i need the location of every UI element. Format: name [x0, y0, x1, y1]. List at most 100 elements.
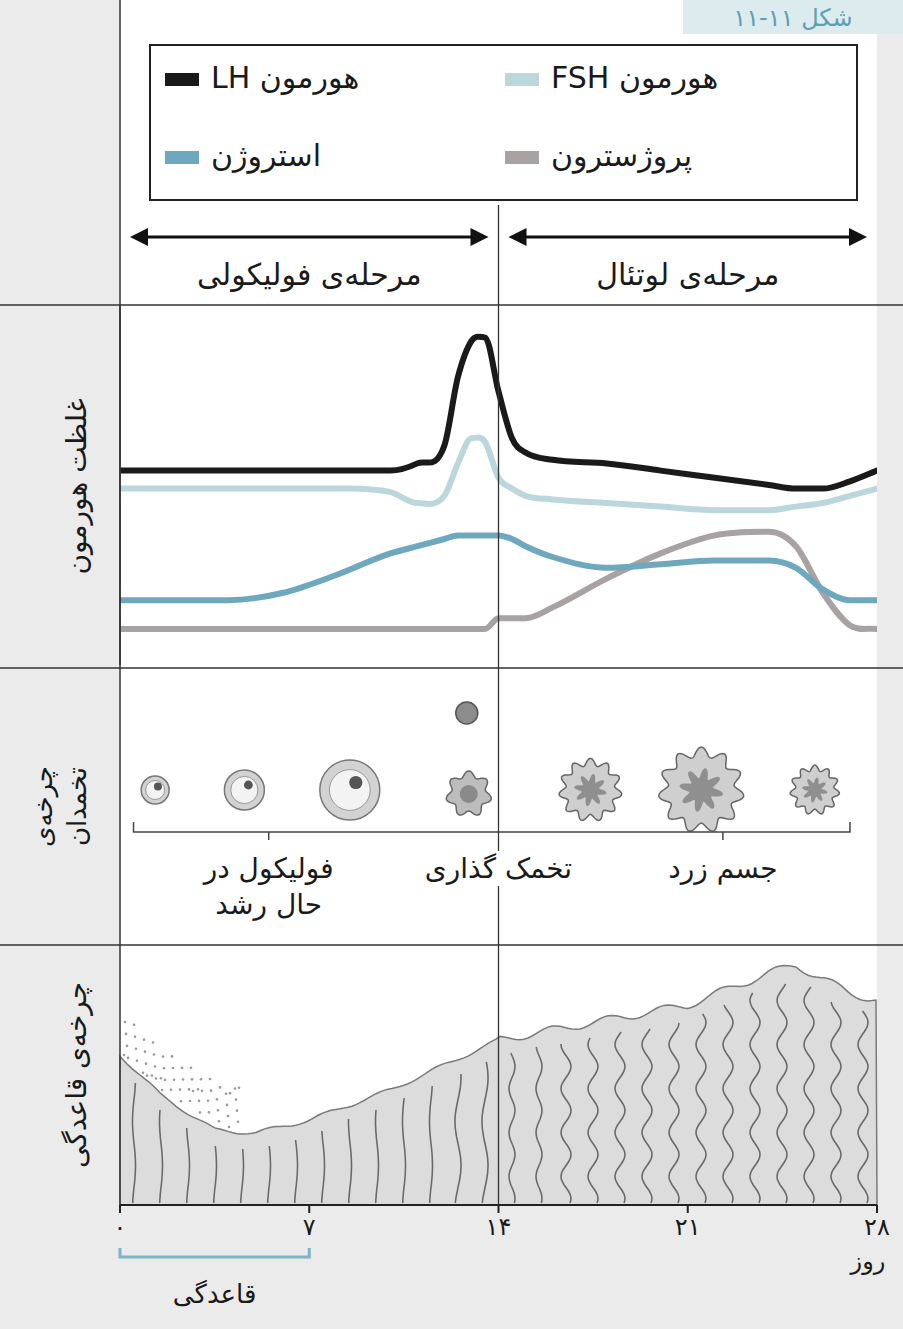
menstrual-debris [173, 1078, 176, 1081]
x-tick-label: ۲۱ [675, 1213, 701, 1241]
menstrual-debris [236, 1109, 239, 1112]
corpus-luteum [559, 758, 621, 820]
menstrual-debris [197, 1088, 200, 1091]
menstrual-debris [153, 1053, 156, 1056]
phase-arrow-head [849, 228, 867, 246]
menstrual-debris [192, 1090, 195, 1093]
menstrual-debris [225, 1093, 228, 1096]
endometrial-gland [831, 1002, 841, 1203]
ruptured-follicle [446, 771, 491, 815]
panel-title: چرخه‌یتخمدان [28, 766, 92, 847]
menstrual-debris [209, 1078, 212, 1081]
x-tick [876, 1205, 878, 1213]
menstrual-debris [199, 1111, 202, 1114]
panel-divider [0, 667, 903, 669]
legend-swatch [165, 151, 199, 164]
endometrial-gland [669, 1023, 679, 1203]
menstrual-debris [190, 1066, 193, 1069]
endometrial-gland [241, 1149, 244, 1203]
follicle [320, 760, 380, 820]
endometrial-gland [804, 987, 814, 1203]
corpus-luteum [659, 747, 744, 831]
menstrual-debris [182, 1078, 185, 1081]
panel-title: چرخه‌ی قاعدگی [60, 982, 93, 1168]
menstrual-debris [219, 1086, 222, 1089]
corpus-luteum-core [680, 768, 723, 811]
endometrial-gland [349, 1119, 352, 1203]
panel-title-line: چرخه‌ی [28, 766, 59, 847]
endometrial-gland [133, 1083, 136, 1203]
ovary-label: فولیکول درحال رشد [202, 852, 334, 921]
menstrual-debris [228, 1126, 231, 1129]
endometrial-gland [777, 984, 787, 1203]
ovary-bracket-tick [268, 832, 270, 840]
phase-arrow-head [130, 228, 148, 246]
menstruation-label: قاعدگی [173, 1279, 257, 1309]
phase-label: مرحله‌ی فولیکولی [197, 257, 421, 292]
menstrual-debris [180, 1100, 183, 1103]
menstrual-debris [124, 1021, 127, 1024]
phase-arrow-shaft [140, 236, 479, 239]
endometrial-gland [160, 1110, 163, 1203]
menstrual-debris [191, 1078, 194, 1081]
menstrual-debris [227, 1115, 230, 1118]
ovulation-line [498, 205, 499, 1205]
ovary-label-line: حال رشد [215, 888, 322, 921]
label-patch [420, 851, 577, 886]
content-area [120, 0, 877, 1205]
x-axis-title: روز [850, 1247, 886, 1275]
x-tick-label: ۲۸ [864, 1213, 890, 1241]
oocyte [154, 783, 162, 791]
menstrual-debris [151, 1074, 154, 1077]
ruptured-follicle-core [460, 785, 478, 803]
menstrual-debris [216, 1098, 219, 1101]
menstrual-debris [226, 1104, 229, 1107]
corpus-luteum-core [802, 777, 827, 802]
menstrual-debris [208, 1111, 211, 1114]
menstrual-debris [201, 1090, 204, 1093]
endometrial-gland [268, 1146, 271, 1203]
ovary-label: تخمک گذاری [425, 852, 572, 885]
endometrial-gland [509, 1053, 515, 1203]
menstrual-debris [155, 1077, 158, 1080]
figure-label: شکل ۱۱-۱۱ [733, 4, 852, 32]
menstrual-debris [237, 1120, 240, 1123]
y-axis [119, 305, 121, 665]
follicle-antrum [329, 770, 370, 811]
menstrual-debris [217, 1109, 220, 1112]
phase-arrow [130, 228, 489, 246]
menstrual-debris [181, 1067, 184, 1070]
endometrial-gland [536, 1047, 542, 1203]
menstrual-debris [126, 1045, 129, 1048]
follicle-antrum [146, 780, 165, 799]
menstrual-debris [143, 1038, 146, 1041]
x-tick [498, 1205, 500, 1213]
phase-arrow-shaft [519, 236, 858, 239]
legend-label: هورمون FSH [551, 60, 718, 95]
menstrual-debris [238, 1087, 241, 1090]
endometrial-gland [322, 1131, 325, 1203]
endometrial-gland [561, 1044, 571, 1203]
endometrial-gland [696, 1014, 706, 1203]
legend-swatch [165, 73, 199, 86]
menstrual-debris [189, 1100, 192, 1103]
endometrial-gland [295, 1140, 298, 1203]
endometrial-gland [858, 1011, 868, 1203]
y-axis-title: غلظت هورمون [60, 398, 93, 574]
x-tick-label: ۰ [114, 1213, 127, 1241]
menstrual-debris [229, 1092, 232, 1095]
legend-label: هورمون LH [211, 60, 359, 95]
figure-label-box [683, 0, 903, 34]
endometrial-gland [723, 1005, 733, 1203]
oocyte [349, 776, 362, 789]
menstrual-debris [198, 1100, 201, 1103]
phase-arrow-head [509, 228, 527, 246]
endometrial-gland [430, 1086, 433, 1203]
ovary-bracket-tick [722, 832, 724, 840]
corpus-luteum-core [574, 774, 606, 806]
menstrual-debris [218, 1120, 221, 1123]
menstrual-debris [146, 1074, 149, 1077]
menstrual-debris [123, 1054, 126, 1057]
menstrual-debris [160, 1077, 163, 1080]
ovary-bracket [134, 822, 850, 832]
